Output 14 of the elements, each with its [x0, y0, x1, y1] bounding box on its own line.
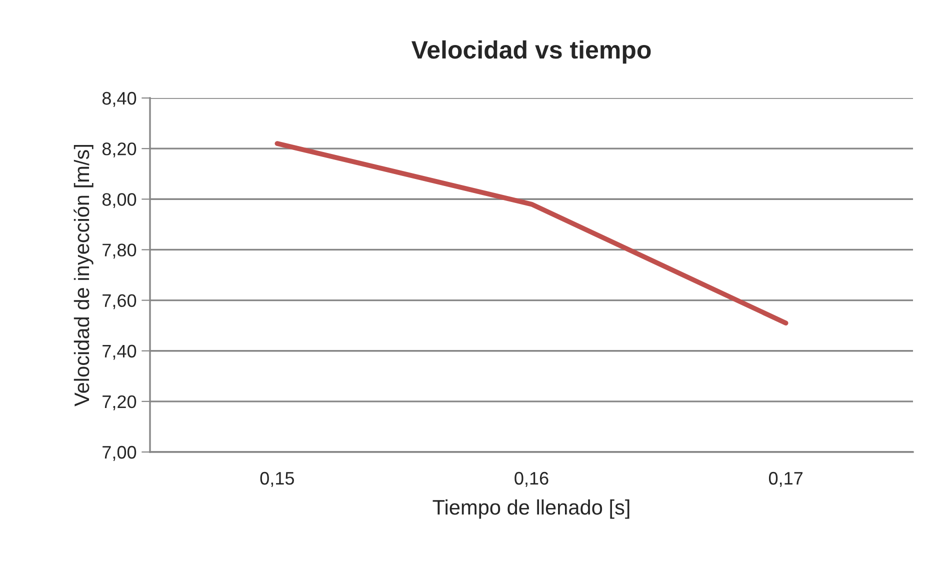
- y-tick-label: 7,60: [102, 294, 136, 310]
- y-tick-label: 7,40: [102, 344, 136, 360]
- y-tick-label: 8,00: [102, 193, 136, 208]
- chart-title: Velocidad vs tiempo: [412, 40, 651, 64]
- y-axis-title: Velocidad de inyección [m/s]: [74, 145, 94, 406]
- x-tick-label: 0,15: [260, 472, 294, 487]
- y-tick-label: 7,80: [102, 244, 136, 259]
- x-tick-label: 0,17: [768, 472, 802, 487]
- y-tick-label: 7,20: [102, 395, 136, 410]
- y-tick-label: 7,00: [102, 446, 136, 461]
- y-tick-label: 8,20: [102, 142, 136, 158]
- y-tick-label: 8,40: [102, 92, 136, 107]
- x-axis-title: Tiempo de llenado [s]: [432, 499, 630, 519]
- x-tick-label: 0,16: [514, 472, 548, 487]
